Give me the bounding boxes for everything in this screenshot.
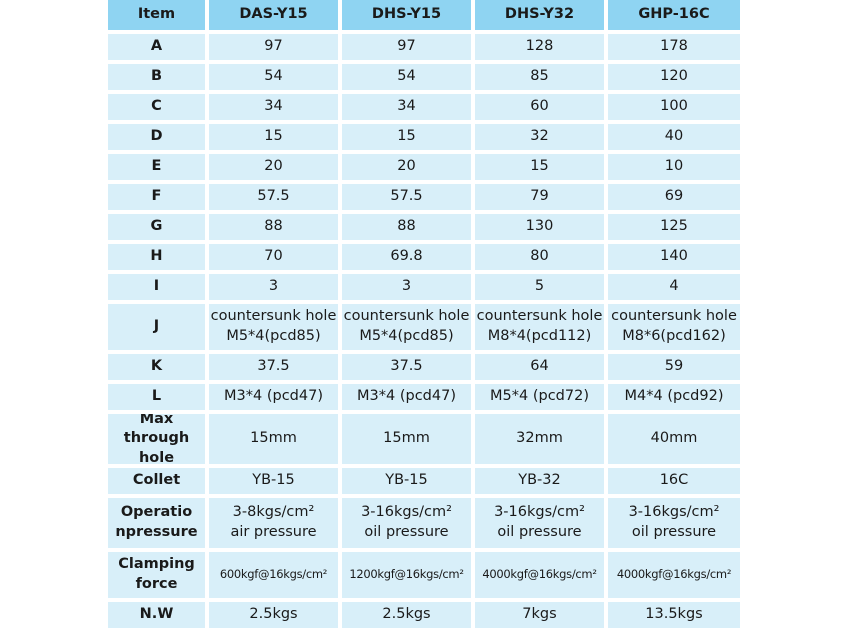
table-cell: 128	[475, 34, 604, 60]
row-label: Collet	[108, 468, 205, 494]
table-cell: 3	[209, 274, 338, 300]
header-cell: GHP-16C	[608, 0, 740, 30]
table-cell: M3*4 (pcd47)	[342, 384, 471, 410]
table-cell: 15	[475, 154, 604, 180]
table-cell: 70	[209, 244, 338, 270]
table-cell: 3-16kgs/cm² oil pressure	[475, 498, 604, 548]
row-label: L	[108, 384, 205, 410]
table-cell: 15	[209, 124, 338, 150]
row-label: B	[108, 64, 205, 90]
row-label: F	[108, 184, 205, 210]
table-cell: countersunk hole M8*6(pcd162)	[608, 304, 740, 350]
table-cell: 57.5	[209, 184, 338, 210]
table-cell: 57.5	[342, 184, 471, 210]
table-cell: 32mm	[475, 414, 604, 464]
row-label: G	[108, 214, 205, 240]
table-cell: 34	[342, 94, 471, 120]
table-cell: 85	[475, 64, 604, 90]
row-label: K	[108, 354, 205, 380]
table-cell: 100	[608, 94, 740, 120]
table-cell: 88	[342, 214, 471, 240]
table-cell: 88	[209, 214, 338, 240]
table-cell: M4*4 (pcd92)	[608, 384, 740, 410]
table-cell: 20	[209, 154, 338, 180]
header-cell: DHS-Y15	[342, 0, 471, 30]
row-label: A	[108, 34, 205, 60]
table-cell: 3	[342, 274, 471, 300]
table-cell: 64	[475, 354, 604, 380]
table-cell: 69	[608, 184, 740, 210]
table-cell: 54	[209, 64, 338, 90]
row-label: I	[108, 274, 205, 300]
table-cell: 4000kgf@16kgs/cm²	[608, 552, 740, 598]
row-label: C	[108, 94, 205, 120]
table-cell: 140	[608, 244, 740, 270]
table-cell: M3*4 (pcd47)	[209, 384, 338, 410]
table-cell: 79	[475, 184, 604, 210]
table-cell: 34	[209, 94, 338, 120]
header-cell: DAS-Y15	[209, 0, 338, 30]
table-cell: 59	[608, 354, 740, 380]
table-cell: M5*4 (pcd72)	[475, 384, 604, 410]
row-label: D	[108, 124, 205, 150]
table-cell: 97	[342, 34, 471, 60]
header-cell: DHS-Y32	[475, 0, 604, 30]
table-cell: 37.5	[209, 354, 338, 380]
table-cell: 15mm	[209, 414, 338, 464]
table-cell: 3-16kgs/cm² oil pressure	[342, 498, 471, 548]
row-label: J	[108, 304, 205, 350]
table-cell: 40	[608, 124, 740, 150]
table-cell: 13.5kgs	[608, 602, 740, 628]
table-cell: countersunk hole M8*4(pcd112)	[475, 304, 604, 350]
table-cell: 120	[608, 64, 740, 90]
table-cell: 1200kgf@16kgs/cm²	[342, 552, 471, 598]
table-cell: 178	[608, 34, 740, 60]
table-cell: 10	[608, 154, 740, 180]
table-cell: 54	[342, 64, 471, 90]
table-cell: 32	[475, 124, 604, 150]
table-cell: 40mm	[608, 414, 740, 464]
table-cell: 20	[342, 154, 471, 180]
table-cell: YB-15	[342, 468, 471, 494]
table-cell: 3-8kgs/cm² air pressure	[209, 498, 338, 548]
table-cell: 69.8	[342, 244, 471, 270]
spec-table: Item DAS-Y15 DHS-Y15 DHS-Y32 GHP-16C A 97 97 128…	[108, 0, 740, 628]
table-cell: 2.5kgs	[209, 602, 338, 628]
table-cell: 37.5	[342, 354, 471, 380]
table-cell: 5	[475, 274, 604, 300]
row-label: Clamping force	[108, 552, 205, 598]
table-cell: 80	[475, 244, 604, 270]
table-cell: 15	[342, 124, 471, 150]
table-cell: 97	[209, 34, 338, 60]
table-cell: 4000kgf@16kgs/cm²	[475, 552, 604, 598]
row-label: N.W	[108, 602, 205, 628]
table-cell: 2.5kgs	[342, 602, 471, 628]
table-cell: YB-15	[209, 468, 338, 494]
row-label: Operatio npressure	[108, 498, 205, 548]
table-cell: 60	[475, 94, 604, 120]
row-label: H	[108, 244, 205, 270]
table-cell: countersunk hole M5*4(pcd85)	[209, 304, 338, 350]
table-cell: YB-32	[475, 468, 604, 494]
table-cell: 15mm	[342, 414, 471, 464]
row-label: Max through hole	[108, 414, 205, 464]
row-label: E	[108, 154, 205, 180]
table-cell: 125	[608, 214, 740, 240]
header-cell: Item	[108, 0, 205, 30]
table-cell: 130	[475, 214, 604, 240]
table-cell: countersunk hole M5*4(pcd85)	[342, 304, 471, 350]
table-cell: 16C	[608, 468, 740, 494]
table-cell: 3-16kgs/cm² oil pressure	[608, 498, 740, 548]
table-cell: 7kgs	[475, 602, 604, 628]
table-cell: 600kgf@16kgs/cm²	[209, 552, 338, 598]
table-cell: 4	[608, 274, 740, 300]
